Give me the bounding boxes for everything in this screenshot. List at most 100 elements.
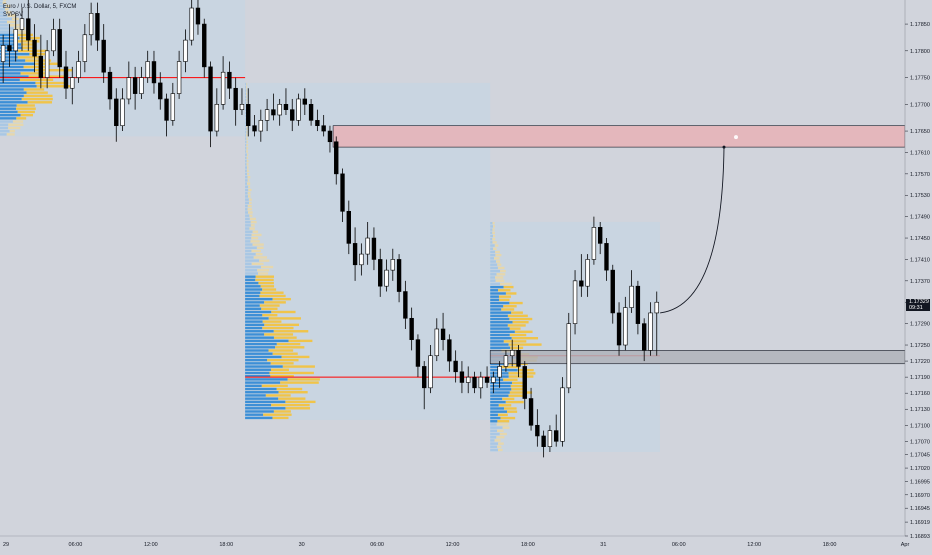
volume-bar-up	[490, 410, 508, 413]
volume-bar-down	[262, 320, 282, 323]
volume-bar-down	[246, 102, 248, 105]
candle-body-down	[334, 141, 339, 175]
candle	[453, 350, 458, 383]
indicator-label[interactable]: SVPSV	[3, 12, 24, 18]
candle	[26, 0, 31, 51]
candle-body-down	[541, 435, 546, 447]
candle	[384, 259, 389, 292]
candle	[120, 88, 125, 132]
volume-bar-down	[16, 104, 35, 107]
candle	[390, 248, 395, 281]
volume-bar-up	[245, 182, 248, 185]
candle-body-up	[591, 227, 597, 260]
volume-bar-down	[268, 317, 301, 320]
volume-bar-up	[490, 327, 510, 330]
x-tick-label: 06:00	[370, 542, 384, 548]
candle	[13, 13, 18, 62]
volume-bar-up	[490, 378, 504, 381]
y-tick-label: 1.17190	[910, 375, 930, 381]
candle-body-down	[422, 366, 427, 389]
candle-body-up	[497, 366, 502, 378]
y-tick-label: 1.17610	[910, 150, 930, 156]
candle	[227, 61, 232, 99]
candle-body-down	[641, 323, 647, 351]
candle	[290, 98, 295, 132]
candle-body-down	[158, 82, 163, 100]
volume-bar-down	[246, 131, 248, 134]
candle-body-down	[554, 430, 559, 442]
volume-bar-down	[492, 241, 497, 244]
candle-body-up	[19, 18, 25, 30]
volume-bar-down	[26, 91, 48, 94]
volume-bar-up	[490, 311, 512, 314]
y-tick-label: 1.17530	[910, 193, 930, 199]
y-tick-label: 1.16970	[910, 493, 930, 499]
volume-bar-down	[496, 273, 506, 276]
candle-body-up	[654, 301, 659, 314]
candle-body-up	[623, 307, 628, 346]
volume-bar-up	[490, 247, 494, 250]
x-tick-label: 18:00	[219, 542, 233, 548]
volume-bar-down	[499, 298, 510, 302]
volume-bar-down	[273, 330, 309, 333]
candle	[503, 350, 509, 372]
volume-bar-up	[245, 326, 263, 330]
candle	[585, 254, 590, 297]
last-price-value: 1.17329	[909, 299, 929, 306]
volume-bar-down	[21, 43, 35, 46]
volume-bar-up	[245, 304, 260, 307]
volume-bar-up	[245, 294, 260, 298]
candle	[70, 66, 75, 105]
volume-bar-up	[245, 410, 274, 413]
candle-body-up	[0, 45, 6, 62]
candle	[308, 98, 314, 126]
volume-bar-up	[245, 269, 258, 272]
candle	[510, 339, 515, 367]
candle-body-up	[220, 71, 226, 105]
last-price-label: 1.17329 09:31	[906, 299, 930, 312]
countdown-value: 09:31	[909, 305, 923, 312]
volume-bar-down	[505, 292, 517, 295]
candle-body-down	[327, 130, 333, 143]
volume-bar-up	[245, 243, 253, 246]
volume-bar-down	[275, 346, 305, 349]
candle	[396, 254, 402, 303]
volume-bar-up	[0, 0, 4, 1]
candle-body-up	[478, 376, 483, 389]
volume-bar-up	[0, 65, 24, 69]
volume-bar-down	[25, 59, 52, 62]
candle-body-down	[616, 312, 622, 346]
candle-body-down	[63, 66, 69, 89]
volume-bar-down	[509, 301, 523, 305]
volume-bar-down	[13, 27, 26, 30]
candle	[208, 61, 213, 148]
volume-bar-up	[0, 94, 24, 98]
volume-bar-up	[0, 11, 6, 14]
volume-bar-down	[248, 195, 251, 198]
volume-bar-up	[0, 88, 24, 91]
volume-bar-up	[245, 381, 281, 384]
symbol-title[interactable]: Euro / U.S. Dollar, 5, FXCM	[3, 4, 77, 10]
volume-bar-down	[12, 120, 24, 123]
volume-bar-up	[245, 82, 247, 86]
candle	[378, 248, 383, 297]
volume-bar-up	[490, 416, 501, 420]
volume-bar-up	[245, 214, 250, 217]
candle	[497, 361, 502, 388]
volume-bar-up	[490, 429, 498, 433]
candle	[447, 334, 452, 372]
candle-body-down	[114, 98, 119, 127]
candle-body-up	[258, 120, 264, 132]
volume-bar-up	[490, 439, 495, 442]
volume-bar-up	[245, 384, 262, 388]
candle	[145, 50, 150, 83]
volume-bar-down	[262, 314, 278, 317]
candle	[591, 216, 597, 265]
volume-bar-down	[497, 445, 502, 449]
volume-bar-down	[259, 294, 286, 298]
x-tick-label: 18:00	[823, 542, 837, 548]
volume-bar-up	[490, 295, 499, 298]
volume-bar-down	[494, 257, 500, 260]
